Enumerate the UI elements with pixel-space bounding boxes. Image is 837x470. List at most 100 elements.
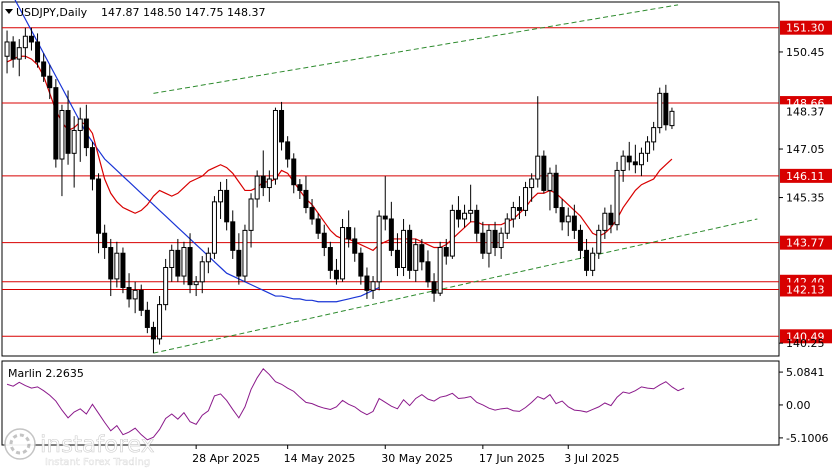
candle-body	[77, 118, 83, 131]
moving-averages	[6, 0, 673, 303]
watermark-brand: instaforex	[40, 432, 155, 458]
candle-body	[266, 178, 272, 189]
candle-body	[120, 252, 126, 288]
candle-body	[132, 289, 138, 300]
candle-body	[608, 212, 614, 226]
candle-body	[10, 41, 16, 60]
candle-body	[596, 229, 602, 254]
candle-body	[102, 232, 108, 249]
candle-body	[175, 249, 181, 277]
candle-body	[321, 232, 327, 249]
candle-body	[516, 207, 522, 211]
price-axis: 148.37 150.45 147.05 145.35 140.25	[779, 46, 832, 350]
candle-body	[614, 169, 620, 226]
level-label-box	[780, 282, 832, 297]
osc-tick-label: 0.00	[786, 399, 811, 412]
candle-body	[126, 286, 132, 300]
candle-body	[388, 218, 394, 251]
candle-body	[260, 175, 266, 189]
candle-body	[309, 207, 315, 220]
candle-body	[193, 281, 199, 286]
candle-body	[559, 207, 565, 223]
x-tick-label: 14 May 2025	[284, 452, 356, 465]
candle-body	[83, 118, 89, 149]
candle-body	[230, 221, 236, 251]
level-label: 146.11	[786, 170, 825, 183]
candle-body	[407, 229, 413, 271]
candle-body	[504, 218, 510, 234]
level-label: 151.30	[786, 22, 825, 35]
candle-body	[626, 155, 632, 163]
candle-body	[53, 87, 59, 160]
candle-body	[71, 129, 77, 154]
current-price-label: 148.37	[786, 105, 825, 118]
candle-body	[584, 249, 590, 271]
candle-body	[144, 309, 150, 328]
level-label-box	[780, 20, 832, 35]
candle-body	[468, 209, 474, 214]
y-tick-label: 150.45	[786, 46, 825, 59]
candle-body	[602, 212, 608, 231]
x-tick-label: 3 Jul 2025	[564, 452, 619, 465]
candle-body	[169, 249, 175, 269]
candle-body	[108, 247, 114, 280]
candle-body	[529, 178, 535, 189]
candle-body	[474, 209, 480, 234]
candle-body	[47, 75, 53, 89]
x-tick-label: 17 Jun 2025	[479, 452, 545, 465]
horizontal-levels: 151.30148.66146.11143.77142.40142.13140.…	[2, 20, 832, 344]
candle-body	[187, 247, 193, 286]
level-label-box	[780, 168, 832, 183]
candle-body	[199, 261, 205, 283]
level-label: 142.13	[786, 283, 825, 296]
candle-body	[157, 304, 163, 340]
trend-channel	[153, 4, 758, 354]
candle-body	[571, 215, 577, 231]
instaforex-logo: instaforex Instant Forex Trading	[4, 428, 155, 468]
candle-body	[236, 249, 242, 277]
candle-body	[16, 47, 22, 60]
symbol-label: USDJPY,Daily	[16, 6, 88, 19]
candle-body	[492, 229, 498, 249]
candle-body	[242, 229, 248, 277]
candle-body	[449, 209, 455, 257]
candle-body	[291, 158, 297, 186]
candle-body	[437, 247, 443, 294]
candle-body	[358, 252, 364, 277]
candle-body	[297, 184, 303, 191]
oscillator-label: Marlin 2.2635	[8, 367, 84, 380]
candle-body	[419, 244, 425, 263]
candle-body	[28, 35, 34, 43]
candle-body	[462, 212, 468, 220]
candle-body	[590, 252, 596, 271]
candle-body	[279, 109, 285, 143]
candle-body	[620, 155, 626, 171]
level-label: 143.77	[786, 237, 825, 250]
candle-body	[272, 109, 278, 180]
symbol-dropdown-icon[interactable]	[5, 9, 13, 14]
candle-body	[163, 267, 169, 306]
candle-body	[401, 229, 407, 269]
candle-body	[431, 281, 437, 294]
candle-body	[547, 172, 553, 191]
candle-body	[663, 92, 669, 126]
logo-mark-icon	[4, 428, 36, 460]
candle-body	[35, 41, 41, 63]
candle-body	[248, 198, 254, 231]
candle-body	[498, 232, 504, 249]
candle-body	[632, 161, 638, 166]
candle-body	[224, 189, 230, 223]
candle-body	[376, 215, 382, 283]
candle-body	[523, 187, 529, 211]
candle-body	[41, 61, 47, 77]
candle-body	[535, 155, 541, 180]
candle-body	[205, 252, 211, 263]
candle-body	[638, 152, 644, 166]
candles	[4, 27, 675, 354]
candle-body	[340, 227, 346, 280]
candle-body	[65, 109, 71, 154]
candle-body	[211, 201, 217, 254]
ma-red-line	[6, 55, 673, 252]
candle-body	[22, 35, 28, 49]
